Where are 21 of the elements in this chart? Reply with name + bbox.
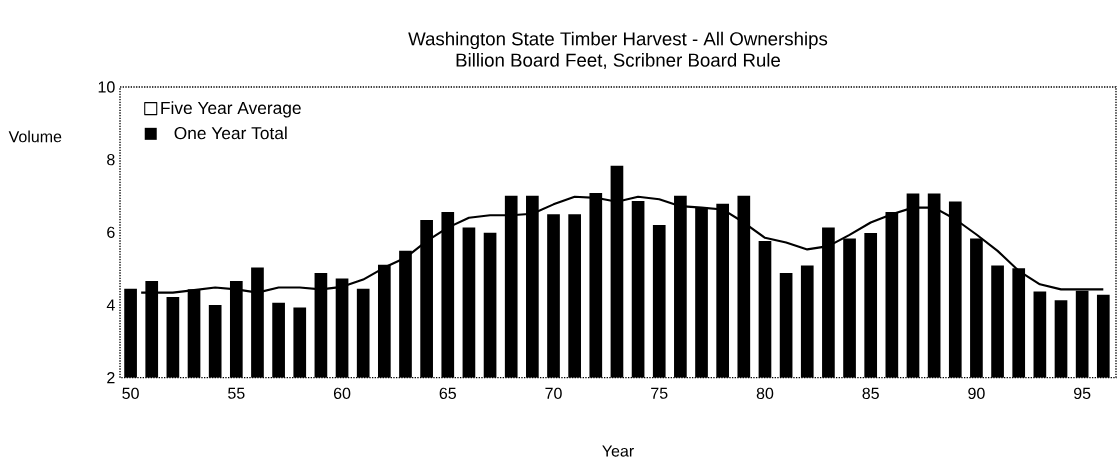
legend-label: Five Year Average [161, 101, 301, 118]
x-tick-label: 75 [651, 387, 668, 399]
y-axis-title: Volume [8, 130, 62, 143]
y-tick-label: 6 [107, 226, 115, 238]
legend-label: One Year Total [174, 126, 287, 140]
y-tick-label: 4 [106, 299, 115, 311]
x-tick-label: 85 [862, 387, 879, 400]
x-tick-label: 55 [228, 387, 245, 399]
y-tick-label: 8 [107, 154, 115, 166]
chart-title: Washington State Timber Harvest - All Ownerships [408, 31, 828, 50]
x-tick-label: 50 [122, 387, 139, 400]
y-tick-label: 2 [107, 372, 115, 384]
x-axis-title: Year [602, 445, 634, 457]
x-tick-label: 95 [1074, 387, 1091, 400]
chart-subtitle: Billion Board Feet, Scribner Board Rule [456, 53, 781, 69]
x-tick-label: 60 [333, 387, 351, 400]
y-tick-label: 10 [98, 81, 115, 93]
x-tick-label: 90 [968, 387, 985, 400]
x-tick-label: 70 [545, 387, 562, 400]
x-tick-label: 80 [756, 387, 774, 400]
x-tick-label: 65 [439, 387, 456, 400]
